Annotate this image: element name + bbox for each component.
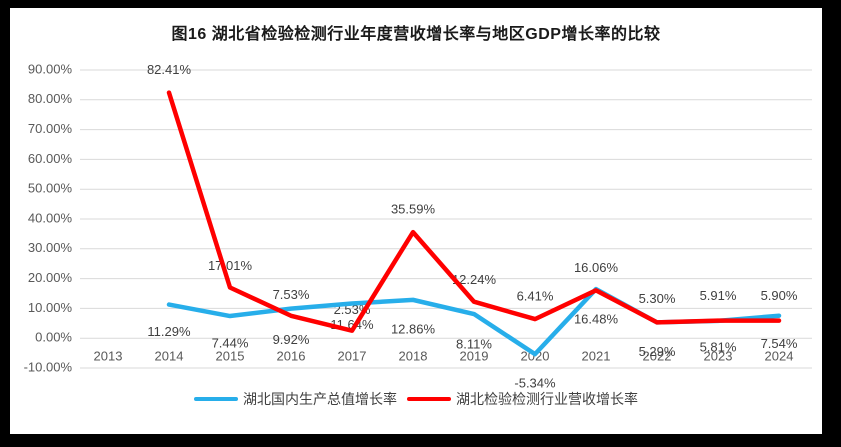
svg-text:60.00%: 60.00% (28, 151, 73, 166)
svg-text:5.30%: 5.30% (639, 291, 676, 306)
svg-text:2023: 2023 (704, 348, 733, 363)
svg-text:7.44%: 7.44% (212, 335, 249, 350)
frame-left-bar (0, 0, 10, 447)
svg-text:80.00%: 80.00% (28, 91, 73, 106)
svg-text:2013: 2013 (94, 348, 123, 363)
svg-text:2015: 2015 (216, 348, 245, 363)
svg-text:2017: 2017 (338, 348, 367, 363)
svg-text:16.06%: 16.06% (574, 260, 619, 275)
svg-text:16.48%: 16.48% (574, 312, 619, 327)
legend-item-revenue: 湖北检验检测行业营收增长率 (407, 389, 638, 409)
svg-text:2014: 2014 (155, 348, 184, 363)
svg-text:17.01%: 17.01% (208, 258, 253, 273)
svg-text:0.00%: 0.00% (35, 330, 72, 345)
svg-text:12.86%: 12.86% (391, 321, 436, 336)
svg-text:2024: 2024 (765, 348, 794, 363)
svg-text:35.59%: 35.59% (391, 202, 436, 217)
svg-text:5.29%: 5.29% (639, 344, 676, 359)
revenue-series-swatch-icon (407, 397, 451, 401)
svg-text:20.00%: 20.00% (28, 270, 73, 285)
svg-text:7.54%: 7.54% (761, 336, 798, 351)
svg-text:70.00%: 70.00% (28, 121, 73, 136)
chart-title: 图16 湖北省检验检测行业年度营收增长率与地区GDP增长率的比较 (171, 26, 661, 43)
svg-text:2016: 2016 (277, 348, 306, 363)
svg-text:11.29%: 11.29% (147, 324, 191, 339)
svg-text:10.00%: 10.00% (28, 300, 73, 315)
chart-legend: 湖北国内生产总值增长率 湖北检验检测行业营收增长率 (10, 389, 822, 409)
svg-text:7.53%: 7.53% (273, 287, 310, 302)
frame-bottom-bar (0, 434, 841, 447)
legend-label-revenue: 湖北检验检测行业营收增长率 (456, 391, 638, 407)
svg-text:5.81%: 5.81% (700, 339, 737, 354)
gdp-series-swatch-icon (194, 397, 238, 401)
svg-text:30.00%: 30.00% (28, 240, 73, 255)
svg-text:9.92%: 9.92% (273, 332, 310, 347)
svg-text:12.24%: 12.24% (452, 272, 497, 287)
frame-right-bar (822, 0, 841, 447)
legend-item-gdp: 湖北国内生产总值增长率 (194, 389, 397, 409)
legend-label-gdp: 湖北国内生产总值增长率 (243, 391, 397, 407)
svg-text:6.41%: 6.41% (517, 289, 554, 304)
svg-text:50.00%: 50.00% (28, 181, 73, 196)
frame-top-bar (0, 0, 841, 8)
svg-text:8.11%: 8.11% (456, 336, 492, 351)
svg-text:2018: 2018 (399, 348, 428, 363)
svg-text:2021: 2021 (582, 348, 611, 363)
svg-text:2019: 2019 (460, 348, 489, 363)
svg-text:90.00%: 90.00% (28, 61, 73, 76)
svg-text:5.90%: 5.90% (761, 288, 798, 303)
svg-text:2022: 2022 (643, 348, 672, 363)
svg-text:-10.00%: -10.00% (24, 359, 73, 374)
svg-text:40.00%: 40.00% (28, 210, 73, 225)
svg-text:-5.34%: -5.34% (514, 376, 556, 391)
svg-text:5.91%: 5.91% (700, 288, 737, 303)
svg-text:82.41%: 82.41% (147, 62, 192, 77)
